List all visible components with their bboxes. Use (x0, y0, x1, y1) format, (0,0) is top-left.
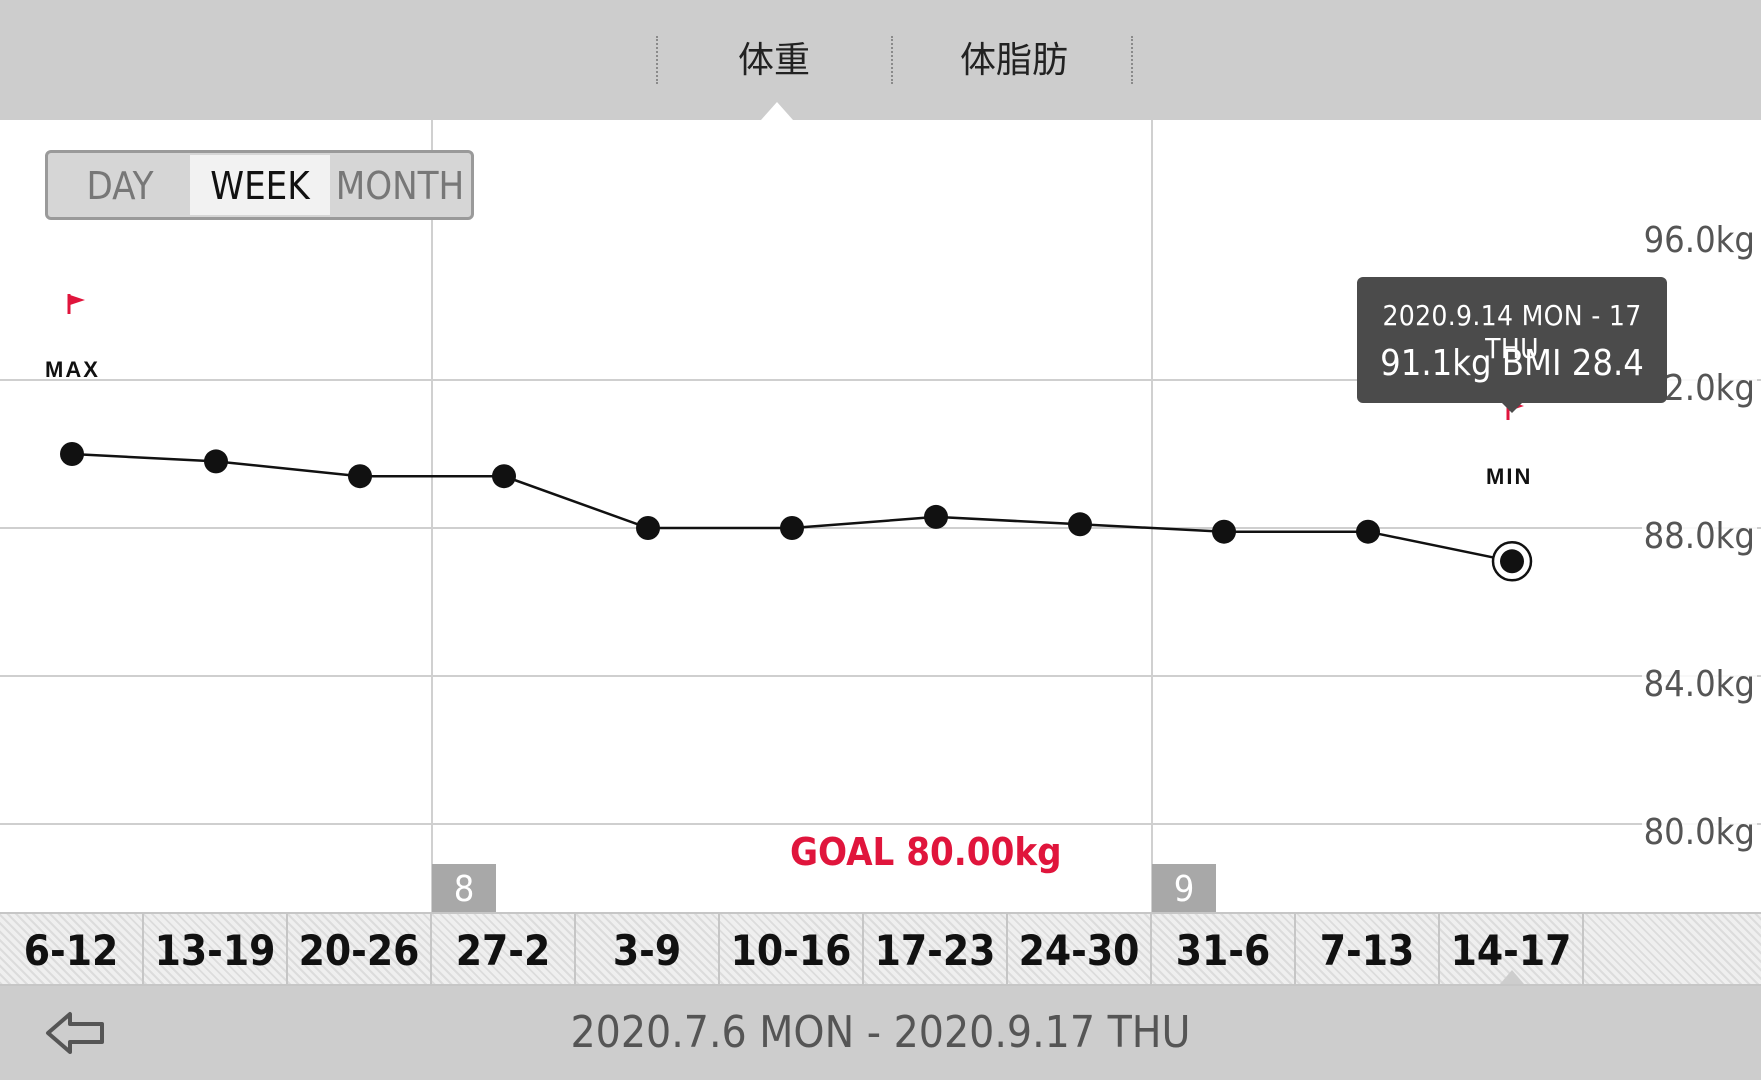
tab-separator (656, 36, 658, 84)
selected-week-pointer (1500, 970, 1524, 984)
goal-label: GOAL 80.00kg (784, 830, 1068, 874)
bottom-bar: 2020.7.6 MON - 2020.9.17 THU (0, 986, 1761, 1080)
min-marker-label: MIN (1486, 464, 1533, 489)
week-cell[interactable]: 31-6 (1152, 914, 1296, 984)
month-marker-sep: 9 (1152, 864, 1216, 914)
y-axis-label-96: 96.0kg (1641, 220, 1757, 261)
data-point[interactable] (204, 449, 228, 474)
data-point[interactable] (1212, 519, 1236, 544)
chart-area (0, 120, 1761, 912)
period-day-button[interactable]: DAY (86, 164, 154, 208)
tooltip-date: 2020.9.14 MON - 17 THU (1382, 299, 1642, 365)
flag-icon (67, 294, 85, 314)
y-axis-label-84: 84.0kg (1641, 664, 1757, 705)
tab-body-fat[interactable]: 体脂肪 (959, 39, 1068, 80)
tooltip-pointer (1500, 401, 1524, 413)
tab-separator (1131, 36, 1133, 84)
month-marker-aug: 8 (432, 864, 496, 914)
weight-chart (0, 120, 1761, 912)
tooltip-value: 91.1kg BMI 28.4 (1380, 343, 1644, 384)
data-point[interactable] (780, 516, 804, 540)
week-cell[interactable]: 17-23 (864, 914, 1008, 984)
tab-separator (891, 36, 893, 84)
data-point[interactable] (60, 442, 84, 466)
data-point[interactable] (492, 464, 516, 489)
data-point[interactable] (1500, 549, 1524, 574)
series-points (60, 442, 1533, 582)
week-cell[interactable]: 6-12 (0, 914, 144, 984)
grid-lines (0, 120, 1761, 912)
data-point[interactable] (636, 516, 660, 540)
date-range-label: 2020.7.6 MON - 2020.9.17 THU (570, 1007, 1191, 1058)
back-arrow-icon[interactable] (44, 1006, 108, 1060)
data-point[interactable] (924, 504, 948, 529)
week-cell[interactable]: 10-16 (720, 914, 864, 984)
period-week-button[interactable]: WEEK (190, 155, 330, 215)
y-axis-label-88: 88.0kg (1641, 516, 1757, 557)
week-cell[interactable]: 27-2 (432, 914, 576, 984)
weight-series-line (71, 452, 1513, 563)
week-cell[interactable]: 24-30 (1008, 914, 1152, 984)
data-point[interactable] (1068, 512, 1092, 537)
period-toggle: DAY WEEK MONTH (45, 150, 474, 220)
data-point[interactable] (348, 464, 372, 489)
tab-weight[interactable]: 体重 (737, 39, 810, 80)
y-axis-label-80: 80.0kg (1641, 812, 1757, 853)
week-cell-selected[interactable]: 14-17 (1440, 914, 1584, 984)
period-month-button[interactable]: MONTH (335, 164, 465, 208)
week-cell[interactable]: 20-26 (288, 914, 432, 984)
data-point[interactable] (1356, 519, 1380, 544)
top-tab-bar: 体重 体脂肪 (0, 0, 1761, 120)
series-line (71, 452, 1513, 563)
week-cell[interactable]: 13-19 (144, 914, 288, 984)
max-marker-label: MAX (45, 357, 100, 382)
week-strip: 6-12 13-19 20-26 27-2 3-9 10-16 17-23 24… (0, 912, 1761, 986)
value-tooltip: 2020.9.14 MON - 17 THU 91.1kg BMI 28.4 (1357, 277, 1667, 403)
week-cell[interactable]: 7-13 (1296, 914, 1440, 984)
week-cell[interactable]: 3-9 (576, 914, 720, 984)
active-tab-pointer (761, 102, 793, 120)
